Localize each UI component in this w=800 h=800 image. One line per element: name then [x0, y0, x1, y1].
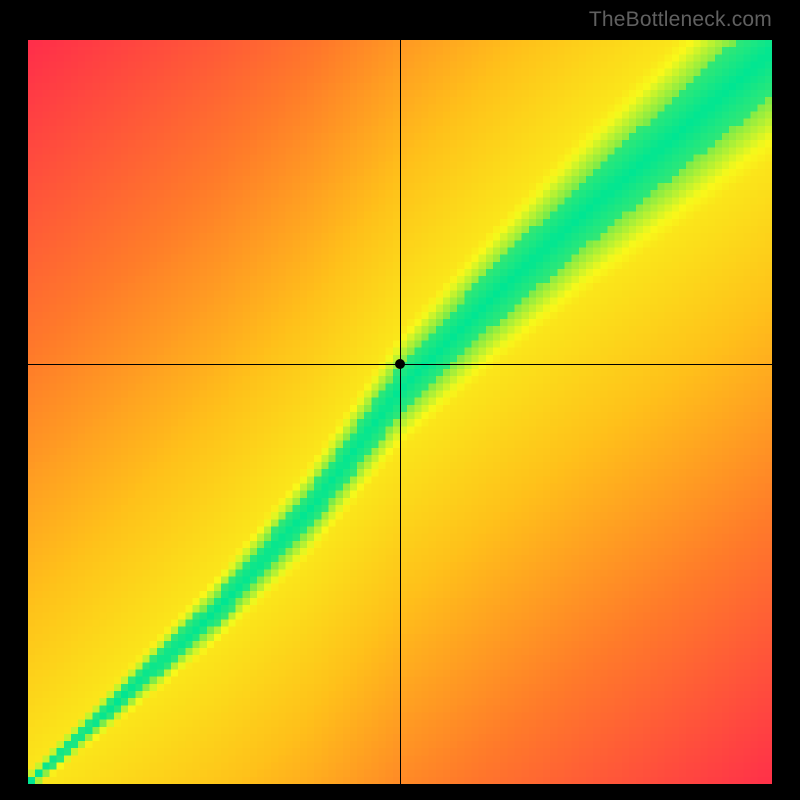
crosshair-marker: [395, 359, 405, 369]
watermark-text: TheBottleneck.com: [589, 8, 772, 32]
crosshair-vertical: [400, 40, 401, 784]
bottleneck-heatmap: [28, 40, 772, 784]
